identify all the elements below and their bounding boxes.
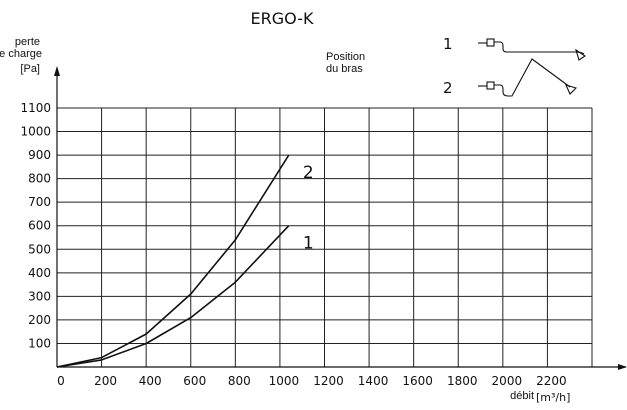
x-tick-label: 0 xyxy=(57,374,65,388)
x-axis-label-text: débit xyxy=(510,390,534,402)
data-series xyxy=(56,154,290,368)
x-tick-label: 1200 xyxy=(313,374,344,388)
legend-title-line-2: du bras xyxy=(326,63,363,75)
series-1-line xyxy=(56,225,290,368)
y-axis-label-line-3: [Pa] xyxy=(20,63,40,75)
y-axis-label-line-2: de charge xyxy=(0,48,42,60)
series-2-line xyxy=(56,154,290,368)
x-tick-label: 1600 xyxy=(402,374,433,388)
arm-bent-icon xyxy=(478,58,578,97)
legend-entry-2-label: 2 xyxy=(443,79,453,97)
x-tick-label: 400 xyxy=(139,374,162,388)
legend-entry-1-label: 1 xyxy=(443,35,453,53)
series-labels: 12 xyxy=(303,163,314,254)
y-tick-label: 700 xyxy=(28,195,51,209)
x-tick-label: 1000 xyxy=(269,374,300,388)
legend: 1 2 xyxy=(443,35,586,97)
x-axis-unit: [m³/h] xyxy=(536,391,570,404)
x-tick-labels: 0 200 400 600 800 1000 1200 1400 1600 1800 2000 220… xyxy=(57,374,567,388)
y-tick-label: 400 xyxy=(28,266,51,280)
y-tick-label: 200 xyxy=(28,313,51,327)
y-tick-label: 1000 xyxy=(20,125,51,139)
arm-straight-icon xyxy=(478,38,586,61)
y-tick-labels: 100 200 300 400 500 600 700 800 900 1000 1100 xyxy=(20,101,51,350)
chart-grid xyxy=(57,107,593,367)
y-tick-label: 800 xyxy=(28,172,51,186)
y-axis-label: perte de charge [Pa] xyxy=(0,36,42,75)
x-tick-label: 600 xyxy=(183,374,206,388)
x-axis-label: débit [m³/h] xyxy=(510,390,570,404)
series-2-label: 2 xyxy=(303,163,314,183)
y-axis-label-line-1: perte xyxy=(15,36,40,48)
x-tick-label: 1400 xyxy=(358,374,389,388)
chart-title: ERGO-K xyxy=(251,9,314,28)
y-axis-arrow xyxy=(54,66,60,76)
chart-axes xyxy=(54,66,627,370)
x-tick-label: 2000 xyxy=(492,374,523,388)
y-tick-label: 600 xyxy=(28,219,51,233)
legend-title-line-1: Position xyxy=(326,51,365,63)
legend-title: Position du bras xyxy=(326,51,365,75)
x-axis-arrow xyxy=(618,364,627,370)
y-tick-label: 100 xyxy=(28,336,51,350)
y-tick-label: 1100 xyxy=(20,101,51,115)
x-tick-label: 200 xyxy=(94,374,117,388)
series-1-label: 1 xyxy=(303,234,314,254)
y-tick-label: 300 xyxy=(28,289,51,303)
y-tick-label: 500 xyxy=(28,242,51,256)
y-tick-label: 900 xyxy=(28,148,51,162)
x-tick-label: 1800 xyxy=(447,374,478,388)
x-tick-label: 2200 xyxy=(536,374,567,388)
x-tick-label: 800 xyxy=(228,374,251,388)
